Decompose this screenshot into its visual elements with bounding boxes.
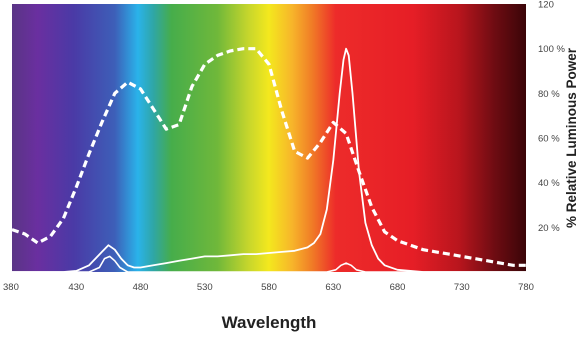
spectrum-background (12, 4, 526, 272)
x-tick-label: 530 (197, 282, 213, 293)
series-line-3 (12, 255, 526, 273)
y-tick-label: 60 % (538, 134, 560, 145)
x-axis-title: Wavelength (222, 313, 317, 332)
y-tick-label: 120 (538, 0, 554, 11)
x-axis-ticks: 380 430 480 530 580 630 680 730 780 (3, 282, 534, 293)
y-tick-label: 20 % (538, 223, 560, 234)
x-tick-label: 680 (390, 282, 406, 293)
x-tick-label: 380 (3, 282, 19, 293)
series-line-2 (12, 47, 526, 273)
y-axis-title: % Relative Luminous Power (564, 47, 579, 228)
y-axis-ticks: 20 % 40 % 60 % 80 % 100 % 120 (538, 0, 565, 234)
x-tick-label: 430 (68, 282, 84, 293)
x-tick-label: 580 (261, 282, 277, 293)
y-tick-label: 80 % (538, 89, 560, 100)
x-tick-label: 480 (133, 282, 149, 293)
y-tick-label: 40 % (538, 178, 560, 189)
series-layer (11, 47, 526, 273)
x-tick-label: 780 (518, 282, 534, 293)
series-line-1 (11, 47, 526, 267)
y-tick-label: 100 % (538, 44, 565, 55)
x-tick-label: 630 (325, 282, 341, 293)
x-tick-label: 730 (454, 282, 470, 293)
